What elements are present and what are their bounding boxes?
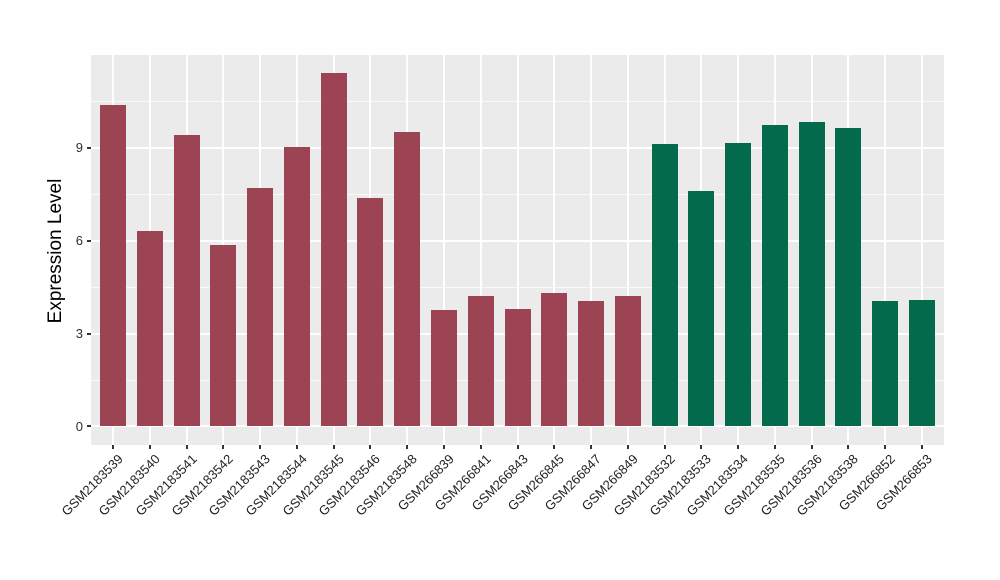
x-tick-mark (663, 445, 666, 449)
plot-panel (91, 55, 944, 445)
bar (688, 191, 715, 427)
bar (394, 131, 421, 427)
y-tick-mark (87, 332, 91, 335)
x-tick-mark (222, 445, 225, 449)
bar (430, 310, 457, 427)
y-tick-label: 0 (75, 418, 83, 434)
category-gridline (516, 55, 519, 445)
y-tick-label: 3 (75, 326, 83, 342)
bar (541, 293, 568, 427)
x-tick-mark (810, 445, 813, 449)
y-tick-mark (87, 146, 91, 149)
x-tick-mark (884, 445, 887, 449)
x-tick-mark (516, 445, 519, 449)
category-gridline (626, 55, 629, 445)
x-tick-mark (369, 445, 372, 449)
x-tick-mark (295, 445, 298, 449)
category-gridline (442, 55, 445, 445)
x-tick-mark (259, 445, 262, 449)
bar (614, 295, 641, 427)
bar (283, 146, 310, 427)
y-axis-title: Expression Level (45, 178, 66, 324)
x-tick-mark (112, 445, 115, 449)
bar (100, 104, 127, 427)
bar (173, 134, 200, 427)
bar (835, 127, 862, 427)
x-tick-mark (332, 445, 335, 449)
category-gridline (884, 55, 887, 445)
bar (504, 309, 531, 427)
bar (136, 231, 163, 427)
bar (872, 301, 899, 427)
bar (247, 188, 274, 427)
bar (357, 197, 384, 427)
y-tick-mark (87, 239, 91, 242)
x-tick-mark (737, 445, 740, 449)
bar (467, 295, 494, 427)
category-gridline (479, 55, 482, 445)
bar (210, 245, 237, 427)
category-gridline (553, 55, 556, 445)
x-tick-mark (442, 445, 445, 449)
category-gridline (920, 55, 923, 445)
x-tick-mark (553, 445, 556, 449)
bar (578, 301, 605, 427)
x-tick-mark (479, 445, 482, 449)
category-gridline (590, 55, 593, 445)
x-tick-mark (406, 445, 409, 449)
y-tick-label: 6 (75, 233, 83, 249)
x-tick-mark (920, 445, 923, 449)
bar (320, 72, 347, 427)
bar (908, 300, 935, 427)
y-tick-mark (87, 425, 91, 428)
x-tick-mark (148, 445, 151, 449)
bar (761, 124, 788, 427)
bar (725, 143, 752, 427)
x-tick-mark (847, 445, 850, 449)
x-tick-mark (626, 445, 629, 449)
x-tick-mark (700, 445, 703, 449)
y-tick-label: 9 (75, 140, 83, 156)
x-tick-mark (185, 445, 188, 449)
bar (651, 143, 678, 427)
x-tick-mark (590, 445, 593, 449)
x-tick-mark (773, 445, 776, 449)
bar (798, 121, 825, 427)
